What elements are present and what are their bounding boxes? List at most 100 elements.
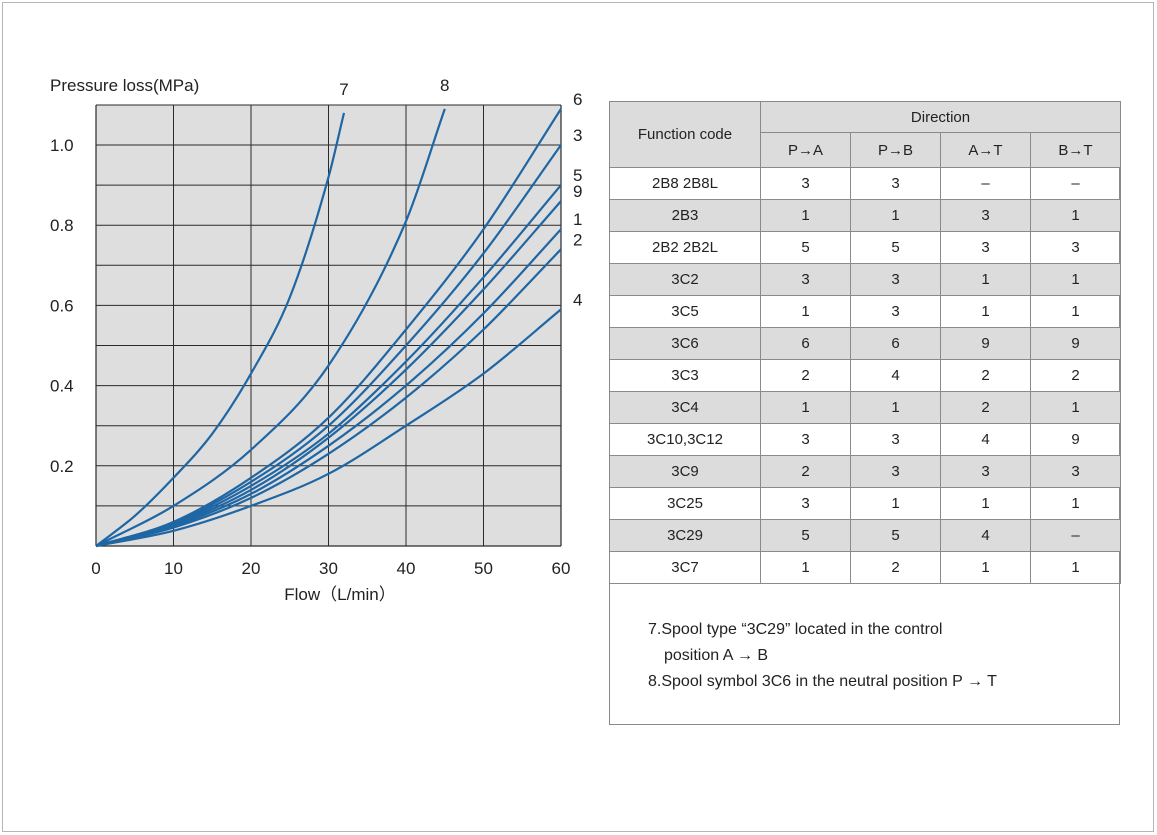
- function-code-cell: 3C2: [609, 263, 761, 296]
- direction-value-cell: 3: [940, 199, 1031, 232]
- direction-value-cell: 3: [1030, 231, 1121, 264]
- function-code-cell: 3C5: [609, 295, 761, 328]
- table-row: 3C3 2 4 2 2: [609, 359, 1121, 392]
- direction-value-cell: 1: [1030, 295, 1121, 328]
- direction-value-cell: 5: [760, 519, 851, 552]
- series-line-7: [95, 112, 346, 547]
- function-code-cell: 3C9: [609, 455, 761, 488]
- direction-value-cell: 2: [760, 455, 851, 488]
- series-line-4: [95, 308, 562, 548]
- direction-value-cell: 4: [940, 519, 1031, 552]
- direction-value-cell: 3: [850, 455, 941, 488]
- direction-value-cell: 2: [850, 551, 941, 584]
- direction-subheader: P→A: [760, 132, 851, 168]
- y-tick-label: 0.2: [50, 457, 74, 476]
- function-code-header: Function code: [609, 101, 761, 168]
- y-tick-label: 0.8: [50, 216, 74, 235]
- direction-value-cell: 4: [940, 423, 1031, 456]
- note-7-line-2: position A → B: [664, 647, 769, 664]
- table-row: 3C6 6 6 9 9: [609, 327, 1121, 360]
- direction-value-cell: 2: [940, 391, 1031, 424]
- direction-value-cell: 3: [760, 263, 851, 296]
- note-8: 8.Spool symbol 3C6 in the neutral positi…: [648, 673, 997, 690]
- function-code-cell: 3C6: [609, 327, 761, 360]
- direction-value-cell: 5: [760, 231, 851, 264]
- direction-value-cell: 3: [940, 231, 1031, 264]
- x-tick-label: 20: [242, 559, 261, 578]
- y-axis-label: Pressure loss(MPa): [50, 76, 199, 95]
- direction-value-cell: 3: [760, 423, 851, 456]
- function-code-cell: 3C25: [609, 487, 761, 520]
- series-label: 6: [573, 90, 582, 109]
- function-code-cell: 2B3: [609, 199, 761, 232]
- direction-header: Direction: [760, 101, 1121, 133]
- direction-value-cell: 1: [1030, 391, 1121, 424]
- function-code-cell: 3C3: [609, 359, 761, 392]
- note-7-line-1: 7.Spool type “3C29” located in the contr…: [648, 621, 943, 638]
- direction-value-cell: 3: [1030, 455, 1121, 488]
- pressure-loss-chart: Pressure loss(MPa) Flow（L/min） 0 10 20 30 40…: [50, 76, 582, 604]
- series-line-1: [95, 228, 562, 548]
- table-row: 3C5 1 3 1 1: [609, 295, 1121, 328]
- direction-value-cell: 4: [850, 359, 941, 392]
- direction-value-cell: 1: [760, 199, 851, 232]
- direction-subheader: P→B: [850, 132, 941, 168]
- direction-value-cell: 1: [1030, 487, 1121, 520]
- direction-value-cell: 2: [940, 359, 1031, 392]
- direction-value-cell: 6: [850, 327, 941, 360]
- x-tick-label: 10: [164, 559, 183, 578]
- direction-value-cell: 3: [760, 167, 851, 200]
- series-label: 5: [573, 166, 582, 185]
- direction-value-cell: 1: [850, 487, 941, 520]
- direction-value-cell: 1: [760, 295, 851, 328]
- table-row: 2B8 2B8L 3 3– –: [609, 167, 1121, 200]
- direction-value-cell: –: [1030, 519, 1121, 552]
- direction-value-cell: 1: [1030, 199, 1121, 232]
- direction-value-cell: 1: [940, 263, 1031, 296]
- function-code-cell: 3C10,3C12: [609, 423, 761, 456]
- direction-value-cell: 3: [940, 455, 1031, 488]
- direction-value-cell: –: [940, 167, 1031, 200]
- direction-value-cell: 1: [850, 391, 941, 424]
- y-tick-label: 1.0: [50, 136, 74, 155]
- table-row: 3C9 2 3 3 3: [609, 455, 1121, 488]
- function-code-cell: 2B2 2B2L: [609, 231, 761, 264]
- series-label: 4: [573, 290, 582, 309]
- direction-subheader: B→T: [1030, 132, 1121, 168]
- direction-value-cell: 2: [1030, 359, 1121, 392]
- direction-value-cell: 9: [1030, 327, 1121, 360]
- function-code-cell: 2B8 2B8L: [609, 167, 761, 200]
- direction-value-cell: –: [1030, 167, 1121, 200]
- direction-value-cell: 1: [850, 199, 941, 232]
- function-code-panel: Function code Direction P→A P→B A→T B→T 2B8…: [609, 101, 1121, 725]
- series-label: 7: [339, 80, 348, 99]
- y-tick-label: 0.6: [50, 296, 74, 315]
- series-line-9: [95, 200, 562, 548]
- x-tick-label: 0: [91, 559, 100, 578]
- series-line-2: [95, 248, 562, 548]
- direction-subheader: A→T: [940, 132, 1031, 168]
- direction-value-cell: 1: [940, 295, 1031, 328]
- series-label: 2: [573, 230, 582, 249]
- direction-value-cell: 1: [1030, 551, 1121, 584]
- x-tick-label: 30: [319, 559, 338, 578]
- table-row: 2B3 1 1 3 1: [609, 199, 1121, 232]
- direction-value-cell: 9: [940, 327, 1031, 360]
- series-line-8: [95, 108, 446, 547]
- direction-value-cell: 9: [1030, 423, 1121, 456]
- y-tick-label: 0.4: [50, 377, 74, 396]
- series-line-3: [95, 144, 562, 548]
- series-label: 3: [573, 126, 582, 145]
- table-row: 3C25 3 1 1 1: [609, 487, 1121, 520]
- direction-value-cell: 2: [760, 359, 851, 392]
- table-row: 3C10,3C12 3 3 4 9: [609, 423, 1121, 456]
- direction-value-cell: 3: [760, 487, 851, 520]
- table-row: 3C2 3 3 1 1: [609, 263, 1121, 296]
- series-label: 1: [573, 210, 582, 229]
- direction-value-cell: 1: [1030, 263, 1121, 296]
- function-code-table: Function code Direction P→A P→B A→T B→T 2B8…: [609, 101, 1121, 584]
- function-code-cell: 3C29: [609, 519, 761, 552]
- table-row: 3C7 1 2 1 1: [609, 551, 1121, 584]
- direction-value-cell: 1: [940, 551, 1031, 584]
